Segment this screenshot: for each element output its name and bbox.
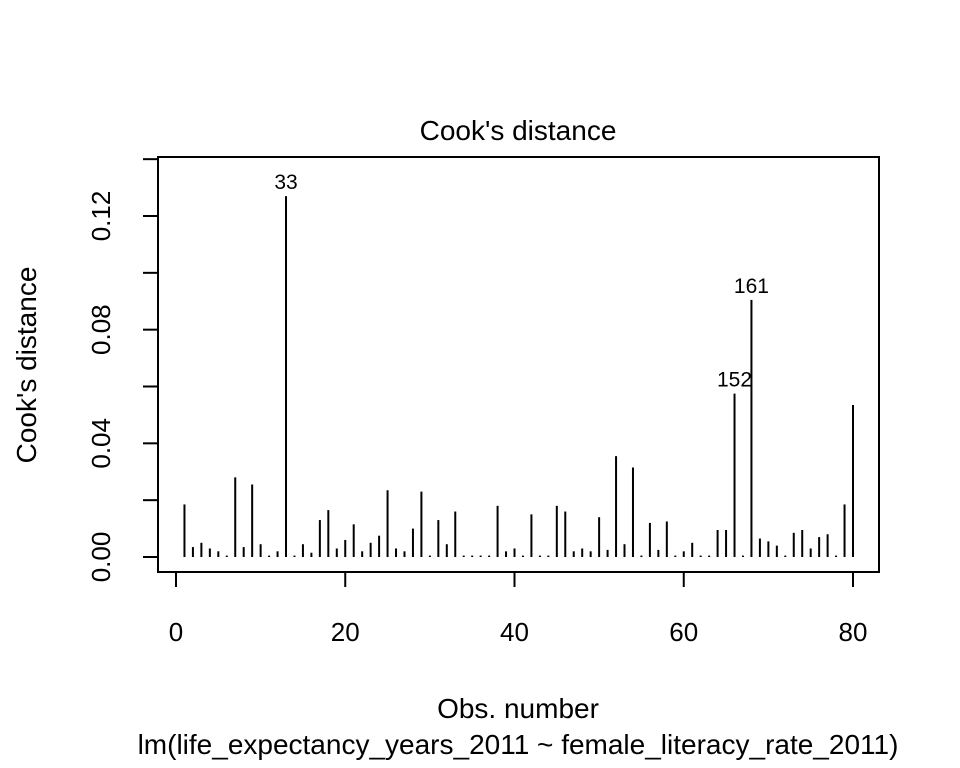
observation-label: 33 [274,171,297,194]
observation-label: 152 [717,369,752,392]
y-tick-label: 0.00 [86,532,116,583]
x-tick-label: 20 [331,617,360,647]
observation-label: 161 [734,275,769,298]
y-axis: 0.00 0.04 0.08 0.12 [86,158,159,583]
y-tick-label: 0.08 [86,304,116,355]
chart-title: Cook's distance [420,115,617,146]
x-tick-label: 0 [169,617,183,647]
x-axis: 0 20 40 60 80 [169,571,868,647]
x-tick-label: 80 [839,617,868,647]
x-axis-label: Obs. number [437,693,599,724]
y-tick-label: 0.04 [86,418,116,469]
model-formula-subtitle: lm(life_expectancy_years_2011 ~ female_l… [138,729,899,760]
x-tick-label: 40 [500,617,529,647]
plot-frame [157,156,880,573]
annotations-group: 33 152 161 [274,171,769,391]
y-axis-label: Cook's distance [11,267,42,464]
y-tick-label: 0.12 [86,191,116,242]
bars-group [183,196,854,557]
x-tick-label: 60 [669,617,698,647]
